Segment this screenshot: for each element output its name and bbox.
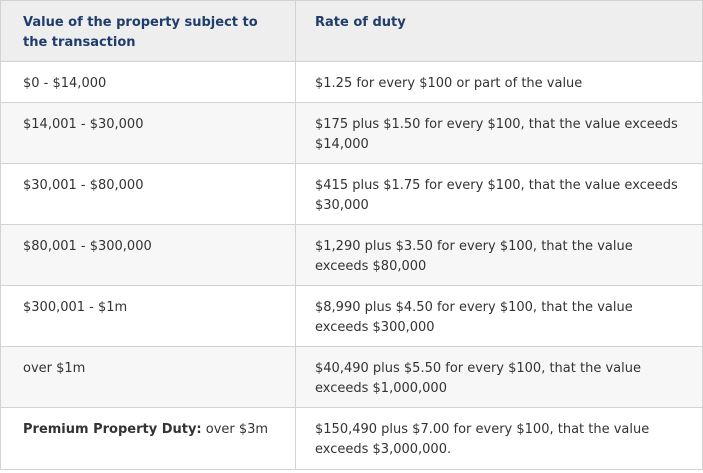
header-rate-of-duty: Rate of duty (295, 0, 703, 62)
header-property-value: Value of the property subject to the tra… (0, 0, 296, 62)
value-cell: $30,001 - $80,000 (0, 163, 296, 225)
premium-duty-label: Premium Property Duty: (23, 422, 202, 437)
rate-cell: $175 plus $1.50 for every $100, that the… (295, 102, 703, 164)
table-row: $14,001 - $30,000 $175 plus $1.50 for ev… (0, 102, 703, 164)
value-cell: over $1m (0, 346, 296, 408)
value-cell: Premium Property Duty: over $3m (0, 407, 296, 470)
value-cell: $14,001 - $30,000 (0, 102, 296, 164)
table-row: $300,001 - $1m $8,990 plus $4.50 for eve… (0, 285, 703, 347)
rate-cell: $40,490 plus $5.50 for every $100, that … (295, 346, 703, 408)
rate-cell: $415 plus $1.75 for every $100, that the… (295, 163, 703, 225)
rate-cell: $1,290 plus $3.50 for every $100, that t… (295, 224, 703, 286)
rate-cell: $150,490 plus $7.00 for every $100, that… (295, 407, 703, 470)
table-row: $0 - $14,000 $1.25 for every $100 or par… (0, 61, 703, 103)
table-row: $80,001 - $300,000 $1,290 plus $3.50 for… (0, 224, 703, 286)
table-row: $30,001 - $80,000 $415 plus $1.75 for ev… (0, 163, 703, 225)
rate-cell: $8,990 plus $4.50 for every $100, that t… (295, 285, 703, 347)
table-row: over $1m $40,490 plus $5.50 for every $1… (0, 346, 703, 408)
table-row: Premium Property Duty: over $3m $150,490… (0, 407, 703, 470)
premium-duty-threshold: over $3m (201, 422, 269, 437)
value-cell: $300,001 - $1m (0, 285, 296, 347)
table-header-row: Value of the property subject to the tra… (0, 0, 703, 62)
value-cell: $0 - $14,000 (0, 61, 296, 103)
rate-cell: $1.25 for every $100 or part of the valu… (295, 61, 703, 103)
value-cell: $80,001 - $300,000 (0, 224, 296, 286)
